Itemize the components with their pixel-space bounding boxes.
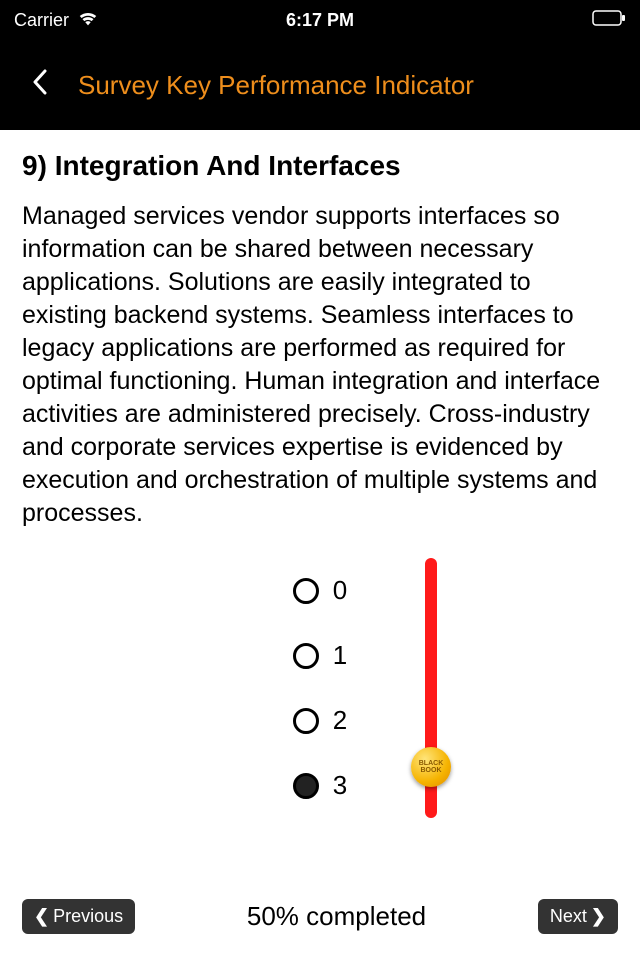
option-label-0: 0	[333, 575, 347, 606]
wifi-icon	[77, 9, 99, 32]
radio-2[interactable]	[293, 708, 319, 734]
chevron-right-icon: ❯	[591, 906, 606, 927]
option-row-3[interactable]: 3	[293, 770, 347, 801]
chevron-left-icon	[32, 69, 48, 95]
status-bar: Carrier 6:17 PM	[0, 0, 640, 40]
battery-icon	[592, 10, 626, 31]
carrier-label: Carrier	[14, 10, 69, 31]
back-button[interactable]	[20, 59, 60, 112]
status-time: 6:17 PM	[164, 10, 476, 31]
slider-thumb[interactable]: BLACK BOOK	[411, 747, 451, 787]
radio-0[interactable]	[293, 578, 319, 604]
radio-3[interactable]	[293, 773, 319, 799]
option-label-1: 1	[333, 640, 347, 671]
options-area: 0 1 2 3 BLACK BOOK	[22, 558, 618, 818]
option-row-0[interactable]: 0	[293, 575, 347, 606]
page-title: Survey Key Performance Indicator	[78, 70, 474, 101]
next-label: Next	[550, 906, 587, 927]
question-number: 9)	[22, 150, 55, 181]
chevron-left-icon: ❮	[34, 906, 49, 927]
question-body: Managed services vendor supports interfa…	[22, 200, 618, 530]
option-row-2[interactable]: 2	[293, 705, 347, 736]
progress-text: 50% completed	[247, 901, 426, 932]
next-button[interactable]: Next ❯	[538, 899, 618, 934]
slider-track[interactable]: BLACK BOOK	[425, 558, 437, 818]
nav-bar: Survey Key Performance Indicator	[0, 40, 640, 130]
question-heading: Integration And Interfaces	[55, 150, 401, 181]
previous-button[interactable]: ❮ Previous	[22, 899, 135, 934]
footer: ❮ Previous 50% completed Next ❯	[0, 890, 640, 960]
option-label-3: 3	[333, 770, 347, 801]
options-column: 0 1 2 3	[293, 558, 347, 818]
radio-1[interactable]	[293, 643, 319, 669]
option-row-1[interactable]: 1	[293, 640, 347, 671]
previous-label: Previous	[53, 906, 123, 927]
status-left: Carrier	[14, 9, 164, 32]
option-label-2: 2	[333, 705, 347, 736]
slider-thumb-label: BLACK BOOK	[411, 760, 451, 774]
content-area: 9) Integration And Interfaces Managed se…	[0, 130, 640, 818]
status-right	[476, 10, 626, 31]
question-title: 9) Integration And Interfaces	[22, 150, 618, 182]
